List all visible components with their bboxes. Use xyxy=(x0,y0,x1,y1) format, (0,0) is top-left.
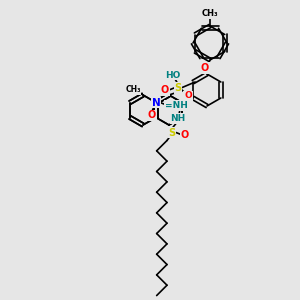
Text: O: O xyxy=(148,110,156,121)
Text: S: S xyxy=(168,128,175,137)
Text: CH₃: CH₃ xyxy=(125,85,141,94)
Text: O: O xyxy=(161,85,169,95)
Text: O: O xyxy=(184,92,192,100)
Text: O: O xyxy=(201,63,209,73)
Text: N: N xyxy=(152,98,160,107)
Text: S: S xyxy=(174,83,182,93)
Text: =NH: =NH xyxy=(165,101,188,110)
Text: NH: NH xyxy=(170,114,186,123)
Text: CH₃: CH₃ xyxy=(202,10,218,19)
Text: HO: HO xyxy=(165,70,181,80)
Text: O: O xyxy=(181,130,189,140)
